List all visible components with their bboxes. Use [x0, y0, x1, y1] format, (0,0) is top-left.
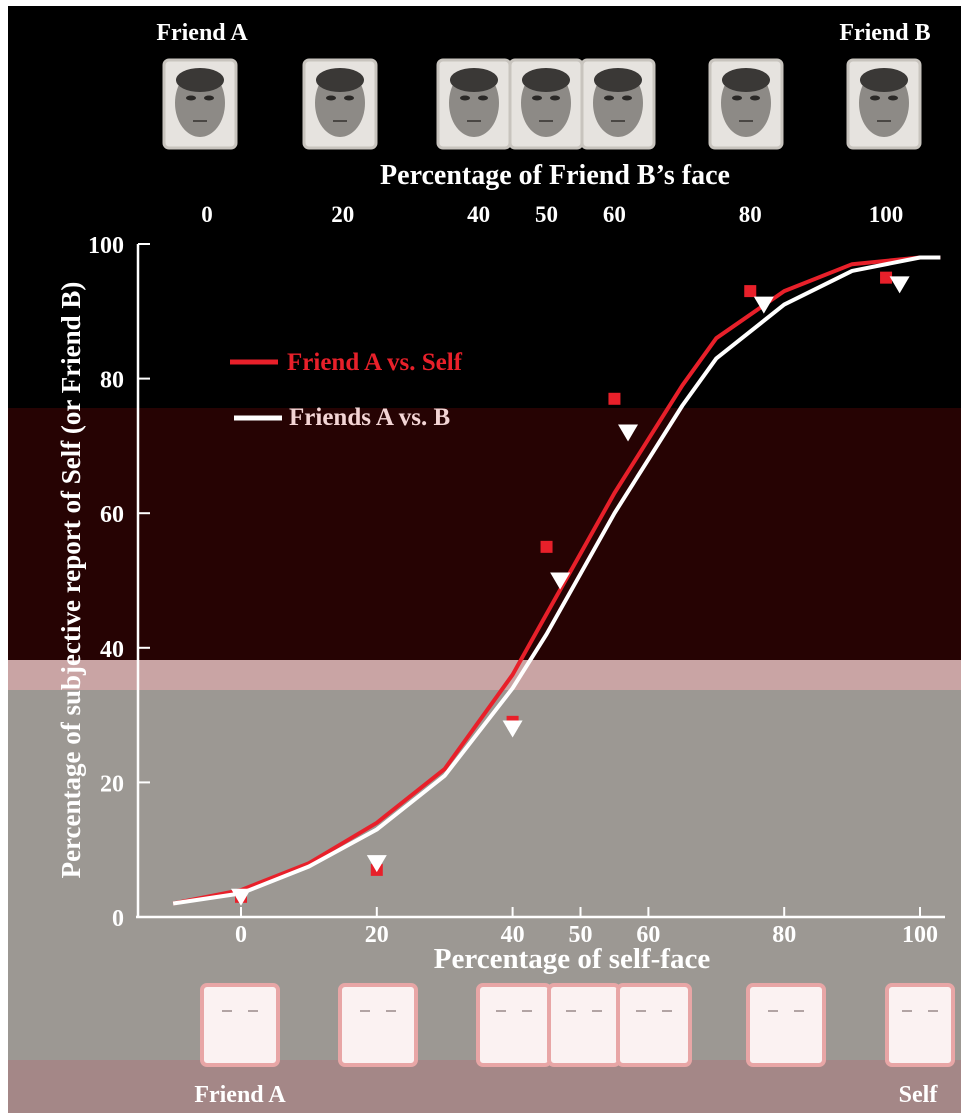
data-point-triangle: [502, 720, 523, 738]
top-tick-label: 0: [201, 202, 213, 227]
y-tick-label: 100: [88, 233, 124, 259]
top-axis-title: Percentage of Friend B’s face: [380, 160, 730, 191]
data-point-triangle: [889, 276, 910, 294]
top-tick-label: 50: [535, 202, 558, 227]
axes: [136, 243, 945, 919]
x-tick-label: 20: [365, 922, 389, 948]
face-image: [846, 58, 922, 150]
face-image: [476, 983, 552, 1067]
data-point-square: [744, 285, 757, 298]
face-hair: [176, 68, 224, 92]
background-band-pink: [8, 660, 961, 690]
data-points: [231, 271, 910, 906]
background-band-rose: [8, 1060, 961, 1113]
face-eye: [732, 95, 742, 101]
x-tick-label: 80: [772, 922, 796, 948]
x-tick-labels: 0 20 40 50 60 80 100: [235, 922, 938, 948]
top-tick-label: 60: [603, 202, 626, 227]
face-hair: [522, 68, 570, 92]
y-tick-label: 80: [100, 368, 124, 394]
face-image: [338, 983, 418, 1067]
top-tick-label: 20: [331, 202, 354, 227]
data-point-square: [880, 271, 893, 284]
top-face-stimuli: [162, 58, 922, 150]
data-point-square: [608, 392, 621, 405]
top-label-friend-a: Friend A: [156, 20, 248, 46]
top-label-friend-b: Friend B: [839, 20, 930, 46]
x-tick-label: 0: [235, 922, 247, 948]
face-eye: [478, 95, 488, 101]
y-tick-label: 40: [100, 637, 124, 663]
face-hair: [450, 68, 498, 92]
face-frame: [338, 983, 418, 1067]
face-eye: [622, 95, 632, 101]
y-axis-title: Percentage of subjective report of Self …: [56, 282, 86, 879]
x-tick-label: 50: [569, 922, 593, 948]
top-tick-label: 100: [869, 202, 904, 227]
face-image: [708, 58, 784, 150]
face-hair: [860, 68, 908, 92]
bottom-label-friend-a: Friend A: [194, 1082, 286, 1108]
face-eye: [326, 95, 336, 101]
top-tick-label: 80: [739, 202, 762, 227]
data-point-triangle: [366, 855, 387, 873]
face-image: [547, 983, 621, 1067]
face-frame: [476, 983, 552, 1067]
fit-curve-friend-a-vs-self: [172, 255, 941, 906]
face-image: [302, 58, 378, 150]
legend-label-friends-a-vs-b: Friends A vs. B: [289, 404, 450, 431]
face-eye: [532, 95, 542, 101]
y-tick-label: 60: [100, 502, 124, 528]
x-tick-label: 40: [501, 922, 525, 948]
y-tick-labels: 0 20 40 60 80 100: [88, 233, 124, 932]
face-image: [746, 983, 826, 1067]
face-eye: [604, 95, 614, 101]
face-image: [436, 58, 512, 150]
face-eye: [550, 95, 560, 101]
face-image: [616, 983, 692, 1067]
data-point-triangle: [231, 888, 251, 906]
y-tick-label: 20: [100, 771, 124, 797]
x-tick-label: 60: [636, 922, 660, 948]
face-image: [508, 58, 584, 150]
face-frame: [616, 983, 692, 1067]
top-tick-label: 40: [467, 202, 490, 227]
face-image: [885, 983, 955, 1067]
face-eye: [344, 95, 354, 101]
top-tick-labels: 0 20 40 50 60 80 100: [201, 202, 903, 227]
face-eye: [888, 95, 898, 101]
face-frame: [885, 983, 955, 1067]
bottom-label-self: Self: [899, 1082, 939, 1108]
y-tick-label: 0: [112, 906, 124, 932]
face-image: [162, 58, 238, 150]
bottom-face-stimuli: [200, 983, 955, 1067]
face-frame: [746, 983, 826, 1067]
face-eye: [750, 95, 760, 101]
face-eye: [870, 95, 880, 101]
face-image: [200, 983, 280, 1067]
face-frame: [547, 983, 621, 1067]
legend: Friend A vs. Self Friends A vs. B: [230, 349, 463, 431]
legend-label-friend-a-vs-self: Friend A vs. Self: [287, 349, 463, 376]
data-point-triangle: [753, 296, 774, 314]
data-point-triangle: [550, 572, 571, 590]
face-frame: [200, 983, 280, 1067]
data-point-square: [540, 540, 553, 553]
face-eye: [204, 95, 214, 101]
face-hair: [722, 68, 770, 92]
face-eye: [186, 95, 196, 101]
face-hair: [316, 68, 364, 92]
face-eye: [460, 95, 470, 101]
fit-curve-friends-a-vs-b: [172, 255, 941, 906]
background-band-maroon: [8, 408, 961, 660]
x-tick-label: 100: [902, 922, 938, 948]
face-hair: [594, 68, 642, 92]
face-image: [580, 58, 656, 150]
fit-curves: [172, 255, 941, 906]
data-point-triangle: [618, 424, 639, 442]
x-axis-title: Percentage of self-face: [434, 943, 711, 975]
